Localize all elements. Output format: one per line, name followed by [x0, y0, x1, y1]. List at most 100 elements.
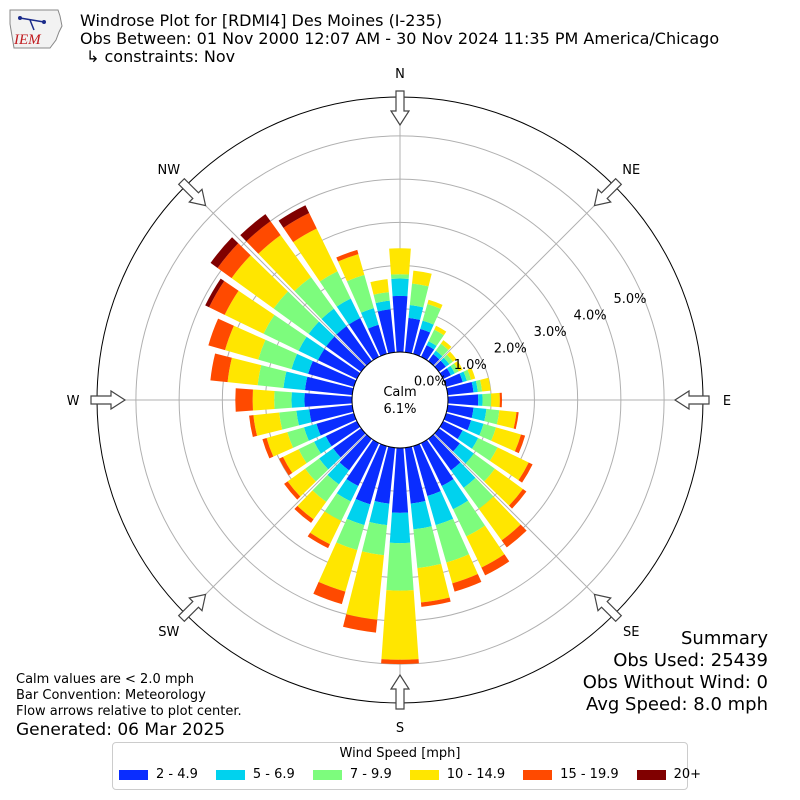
windrose-bar-segment: [336, 479, 359, 502]
flow-arrow-shape: [389, 673, 411, 710]
radial-tick-label: 0.0%: [414, 375, 447, 390]
radial-tick-label: 1.0%: [454, 358, 487, 373]
flow-arrow-shape: [90, 389, 127, 411]
windrose-bar-segment: [413, 443, 441, 497]
legend-swatch: [636, 769, 666, 780]
legend-label: 15 - 19.9: [560, 767, 619, 782]
windrose-bar-segment: [361, 522, 388, 556]
iem-logo: IEM: [4, 6, 66, 52]
windrose-bar-segment: [224, 325, 266, 360]
compass-label: S: [396, 721, 404, 736]
constraints: ↳ constraints: Nov: [86, 47, 236, 66]
windrose-bar-segment: [282, 449, 307, 473]
windrose-bar-segment: [466, 525, 505, 568]
windrose-bar-segment: [263, 314, 307, 351]
compass-label: SW: [158, 625, 179, 640]
windrose-bar-segment: [346, 551, 384, 620]
windrose-bar-segment: [303, 423, 321, 441]
windrose-bar-segment: [319, 271, 351, 307]
windrose-bar-segment: [428, 434, 461, 471]
legend-item: 5 - 6.9: [215, 767, 295, 782]
windrose-bar-segment: [294, 505, 314, 523]
chart-title: Windrose Plot for [RDMI4] Des Moines (I-…: [80, 11, 443, 30]
windrose-bar-segment: [413, 526, 442, 569]
windrose-bar-segment: [490, 392, 500, 408]
windrose-bar-segment: [258, 235, 312, 292]
angular-gridline: [433, 185, 615, 367]
flow-arrow-shape: [177, 177, 207, 207]
generated-date: Generated: 06 Mar 2025: [16, 720, 226, 740]
compass-label: SE: [623, 625, 639, 640]
angular-gridline: [185, 185, 367, 367]
flow-arrow-shape: [593, 177, 623, 207]
windrose-bar-segment: [446, 365, 455, 376]
windrose-bar-segment: [257, 365, 287, 388]
legend-label: 2 - 4.9: [156, 767, 198, 782]
logo-text: IEM: [13, 32, 42, 48]
windrose-bar-segment: [440, 357, 450, 367]
windrose-bar-segment: [443, 354, 453, 365]
windrose-bar-segment: [346, 439, 380, 486]
windrose-bar-segment: [336, 326, 372, 366]
windrose-bar-segment: [283, 371, 308, 391]
legend-label: 7 - 9.9: [349, 767, 392, 782]
windrose-bar-segment: [471, 437, 498, 461]
windrose-bar-segment: [439, 420, 463, 440]
angular-gridline: [185, 433, 367, 615]
windrose-bar-segment: [417, 563, 450, 603]
windrose-bar-segment: [373, 292, 390, 304]
legend-swatch: [119, 769, 148, 780]
radial-tick-label: 3.0%: [534, 325, 567, 340]
windrose-bar-segment: [454, 360, 463, 372]
windrose-bar-segment: [478, 394, 483, 406]
windrose-bar-segment: [447, 394, 479, 406]
windrose-bar-segment: [253, 412, 283, 436]
windrose-bar-segment: [246, 221, 281, 254]
windrose-bar-segment: [428, 329, 444, 346]
windrose-bar-segment: [453, 500, 486, 537]
windrose-bar-segment: [368, 324, 387, 357]
windrose-bar-segment: [446, 404, 474, 419]
windrose-bar-segment: [217, 243, 251, 279]
windrose-bar-segment: [208, 318, 234, 351]
windrose-bar-segment: [489, 447, 529, 481]
windrose-bar-segment: [284, 481, 301, 500]
windrose-bar-segment: [298, 336, 325, 361]
radial-tick-label: 2.0%: [494, 342, 527, 357]
windrose-bar-segment: [252, 389, 275, 411]
legend-title: Wind Speed [mph]: [339, 746, 461, 761]
flow-arrows-note: Flow arrows relative to plot center.: [16, 704, 242, 719]
windrose-bar-segment: [467, 368, 476, 380]
windrose-bar-segment: [435, 343, 449, 357]
legend-item: 7 - 9.9: [312, 767, 392, 782]
windrose-bar-segment: [348, 317, 380, 361]
windrose-bar-segment: [453, 443, 474, 464]
windrose-bar-segment: [434, 428, 460, 452]
windrose-bar-segment: [501, 524, 527, 548]
windrose-bar-segment: [305, 458, 329, 482]
legend-label: 20+: [673, 767, 702, 782]
windrose-bar-segment: [360, 308, 379, 329]
windrose-bar-segment: [309, 404, 354, 423]
summary-box: Summary Obs Used: 25439 Obs Without Wind…: [583, 628, 768, 716]
windrose-bar-segment: [324, 493, 351, 521]
windrose-bar-segment: [389, 512, 411, 544]
flow-arrow-icon: [389, 90, 411, 127]
windrose-bar-segment: [374, 446, 396, 504]
windrose-bar-segment: [420, 345, 435, 361]
windrose-bar-segment: [298, 441, 321, 464]
windrose-bar-segment: [327, 462, 350, 485]
flow-arrow-shape: [593, 593, 623, 623]
windrose-bar-segment: [205, 278, 225, 308]
compass-label: NE: [622, 163, 640, 178]
windrose-bar-segment: [297, 490, 327, 520]
windrose-bar-segment: [338, 254, 365, 282]
legend-swatch: [523, 769, 553, 780]
windrose-bar-segment: [287, 427, 309, 448]
radial-tick-label: 4.0%: [574, 308, 607, 323]
windrose-bar-segment: [410, 501, 432, 530]
flow-arrow-icon: [177, 593, 207, 623]
windrose-bar-segment: [210, 353, 232, 383]
windrose-bar-segment: [293, 228, 338, 282]
